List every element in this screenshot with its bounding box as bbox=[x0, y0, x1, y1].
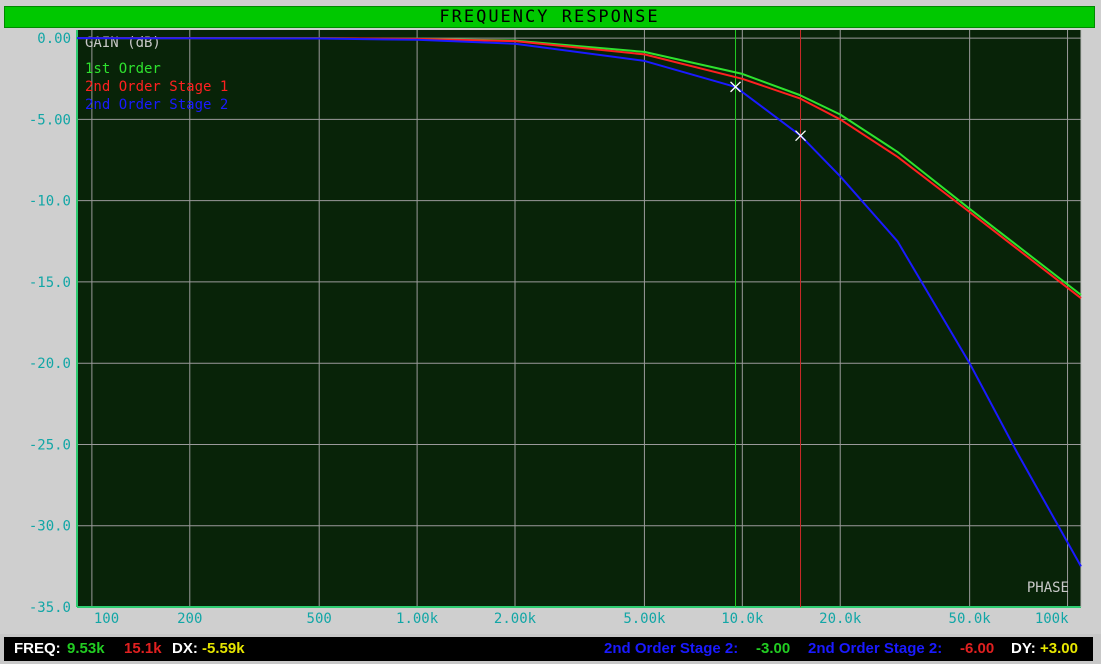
trace-a-label: 2nd Order Stage 2: bbox=[604, 640, 739, 657]
x-tick-label: 50.0k bbox=[949, 611, 992, 627]
dx-value: -5.59k bbox=[202, 640, 245, 657]
graph-title-bar: FREQUENCY RESPONSE bbox=[4, 6, 1095, 28]
dy-label: DY: bbox=[1011, 640, 1036, 657]
legend-entry: 2nd Order Stage 2 bbox=[85, 97, 228, 113]
cursor-marker-2 bbox=[795, 130, 806, 142]
x-tick-label: 2.00k bbox=[494, 611, 537, 627]
x-tick-label: 20.0k bbox=[819, 611, 862, 627]
dy-value: +3.00 bbox=[1040, 640, 1078, 657]
x-tick-label: 10.0k bbox=[721, 611, 764, 627]
dx-label: DX: bbox=[172, 640, 198, 657]
graph-title: FREQUENCY RESPONSE bbox=[439, 7, 660, 27]
x-tick-label: 5.00k bbox=[623, 611, 666, 627]
freq-a-value: 9.53k bbox=[67, 640, 105, 657]
status-bar: FREQ: 9.53k 15.1k DX: -5.59k 2nd Order S… bbox=[4, 637, 1093, 661]
frequency-response-chart: 100 200 500 1.00k 2.00k 5.00k 10.0k 20.0k 50.0k 1… bbox=[29, 30, 1082, 627]
y-tick-label: -35.0 bbox=[29, 600, 71, 616]
cursor-marker-1 bbox=[730, 81, 741, 93]
trace-b-value: -6.00 bbox=[960, 640, 995, 657]
y-tick-label: -30.0 bbox=[29, 519, 71, 535]
freq-label: FREQ: bbox=[14, 640, 61, 657]
trace-a-value: -3.00 bbox=[756, 640, 791, 657]
trace-b-label: 2nd Order Stage 2: bbox=[808, 640, 943, 657]
legend-entry: 1st Order bbox=[85, 61, 161, 77]
plot-area bbox=[77, 30, 1081, 607]
phase-axis-label: PHASE bbox=[1027, 580, 1069, 596]
y-tick-label: 0.00 bbox=[37, 31, 71, 47]
x-tick-label: 100 bbox=[94, 611, 119, 627]
x-tick-label: 500 bbox=[307, 611, 332, 627]
graph-window: FREQUENCY RESPONSE 100 200 500 1.00k 2.00k 5.… bbox=[4, 6, 1095, 627]
x-tick-label: 200 bbox=[177, 611, 202, 627]
y-tick-label: -20.0 bbox=[29, 356, 71, 372]
y-tick-label: -10.0 bbox=[29, 194, 71, 210]
x-tick-label: 1.00k bbox=[396, 611, 439, 627]
freq-b-value: 15.1k bbox=[124, 640, 162, 657]
y-tick-label: -25.0 bbox=[29, 437, 71, 453]
y-tick-label: -15.0 bbox=[29, 275, 71, 291]
legend-entry: 2nd Order Stage 1 bbox=[85, 79, 228, 95]
x-tick-label: 100k bbox=[1035, 611, 1069, 627]
y-tick-label: -5.00 bbox=[29, 112, 71, 128]
